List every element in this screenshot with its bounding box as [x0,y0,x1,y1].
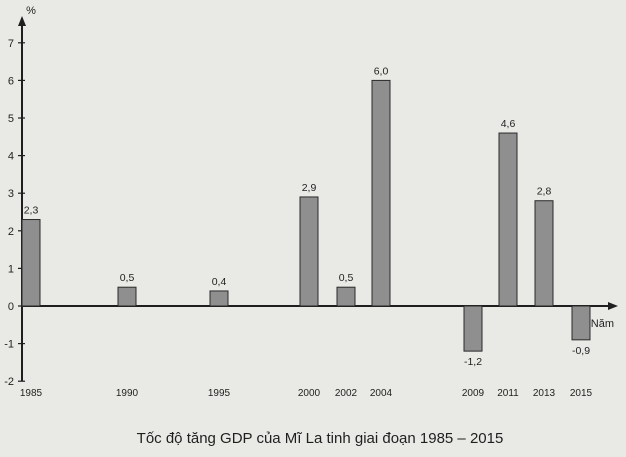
data-label: 2,9 [302,182,317,194]
bar-2015 [571,305,591,341]
x-axis-title: Năm [591,318,614,330]
y-tick-label: -1 [4,339,14,351]
data-label: -0,9 [572,345,590,357]
x-tick-label: 2004 [370,388,393,399]
x-tick-label: 2000 [298,388,321,399]
data-label: -1,2 [464,356,482,368]
x-tick-label: 2009 [462,388,485,399]
bar-2009 [463,305,483,352]
chart-title: Tốc độ tăng GDP của Mĩ La tinh giai đoạn… [137,430,504,447]
bar-2000 [299,196,319,307]
data-labels: 2,3 0,5 0,4 2,9 0,5 6,0 -1,2 4,6 2,8 -0,9 [24,65,591,368]
data-label: 0,4 [212,276,227,288]
y-tick-label: 7 [8,38,14,50]
data-label: 2,8 [537,186,552,198]
y-tick-label: 6 [8,75,14,87]
y-tick-label: 5 [8,113,14,125]
data-label: 4,6 [501,118,516,130]
data-label: 6,0 [374,65,389,77]
data-label: 0,5 [120,272,135,284]
bars [21,79,591,352]
x-tick-label: 1990 [116,388,139,399]
bar-2011 [498,132,518,307]
data-label: 0,5 [339,272,354,284]
x-tick-label: 2013 [533,388,556,399]
y-tick-label: 1 [8,263,14,275]
bar-1990 [117,286,137,307]
x-tick-label: 2011 [497,388,519,399]
y-tick-label: -2 [4,376,14,388]
y-axis-arrow [18,16,26,26]
y-axis-title: % [26,5,36,17]
data-label: 2,3 [24,205,39,217]
y-axis-ticks: -2 -1 0 1 2 3 4 5 6 7 [4,38,25,388]
x-tick-label: 2002 [335,388,358,399]
x-tick-label: 1985 [20,388,43,399]
y-tick-label: 0 [8,301,14,313]
y-tick-label: 2 [8,226,14,238]
x-axis-arrow [608,302,618,310]
bar-1995 [209,290,229,307]
x-tick-label: 2015 [570,388,593,399]
bar-2013 [534,200,554,307]
x-axis-labels: 1985 1990 1995 2000 2002 2004 2009 2011 2013 2015 [20,388,593,399]
bar-2002 [336,286,356,307]
bar-1985 [21,219,41,307]
y-tick-label: 4 [8,151,14,163]
bar-2004 [371,79,391,307]
x-tick-label: 1995 [208,388,231,399]
y-tick-label: 3 [8,188,14,200]
